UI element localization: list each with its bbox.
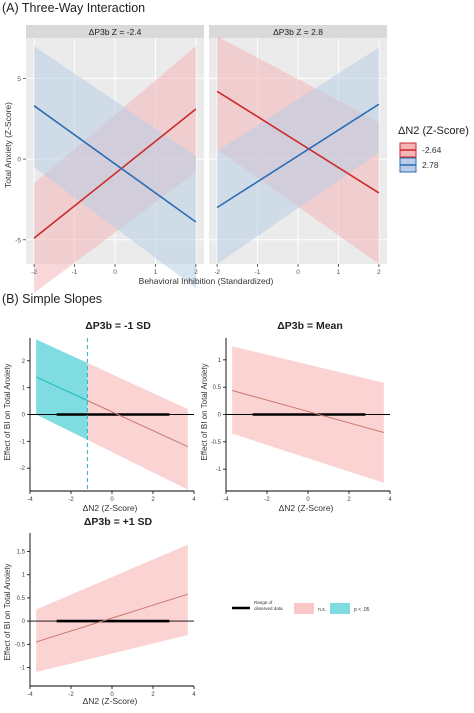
y-tick-label: 5	[17, 76, 21, 83]
x-tick-label: 4	[388, 497, 392, 503]
xlabel-low: ΔN2 (Z-Score)	[83, 503, 138, 513]
legend-label-blue: 2.78	[422, 160, 439, 170]
x-tick-label: 0	[306, 497, 310, 503]
y-tick-label: -1	[20, 439, 26, 445]
plot-title-mean: ΔP3b = Mean	[277, 320, 343, 332]
x-tick-label: -4	[223, 497, 229, 503]
series-line-blue	[33, 105, 197, 223]
x-tick-label: 0	[113, 269, 117, 276]
xlabel-mean: ΔN2 (Z-Score)	[279, 503, 334, 513]
y-tick-label: 0	[22, 413, 26, 419]
x-tick-label: 2	[377, 269, 381, 276]
ylabel-mean: Effect of BI on Total Anxiety	[200, 363, 209, 460]
simple-slope-low: -4 -2 0 2 4 -2 -1 0 1 2	[20, 338, 196, 503]
legend-title: ΔN2 (Z-Score)	[398, 125, 469, 137]
x-tick-label: -1	[72, 269, 78, 276]
facet-right: ΔP3b Z = 2.8 -2 -1 0 1 2	[209, 25, 387, 276]
facet-strip-label: ΔP3b Z = 2.8	[273, 27, 323, 37]
y-tick-label: -0.5	[211, 440, 222, 446]
y-tick-label: 0	[17, 157, 21, 164]
x-tick-label: 1	[337, 269, 341, 276]
slope-line-ns	[87, 400, 189, 448]
legend-range-text-2: observed data	[254, 606, 283, 611]
x-tick-label: 0	[110, 497, 114, 503]
x-tick-label: -4	[27, 692, 33, 698]
facet-strip-label: ΔP3b Z = -2.4	[89, 27, 142, 37]
y-tick-label: 1	[22, 386, 26, 392]
simple-slope-mean: -4 -2 0 2 4 -1 -0.5 0 0.5 1	[211, 338, 392, 503]
xlabel-high: ΔN2 (Z-Score)	[83, 696, 138, 706]
panel-b-heading: (B) Simple Slopes	[2, 292, 102, 306]
y-tick-label: -1	[20, 665, 26, 671]
y-tick-label: 0	[22, 619, 26, 625]
ci-band-ns	[87, 362, 188, 490]
legend-range-text: Range of	[254, 600, 273, 605]
legend-label-red: -2.64	[422, 145, 442, 155]
legend-sig-label: p < .05	[354, 607, 370, 613]
simple-slope-high: -4 -2 0 2 4 -1 -0.5 0 0.5 1 1.5	[15, 533, 196, 698]
panel-b-legend: Range of observed data n.s. p < .05	[232, 600, 370, 614]
y-tick-label: 0.5	[17, 596, 26, 602]
y-tick-label: 0	[218, 413, 222, 419]
plot-title-high: ΔP3b = +1 SD	[84, 516, 153, 528]
panel-a-legend: ΔN2 (Z-Score) -2.64 2.78	[398, 125, 469, 173]
x-tick-label: 4	[192, 497, 196, 503]
series-line-red	[216, 90, 380, 194]
panel-a-xlabel: Behavioral Inhibition (Standardized)	[139, 276, 274, 286]
facet-strip	[209, 25, 387, 38]
facet-strip	[26, 25, 204, 38]
y-tick-label: -5	[15, 237, 21, 244]
x-tick-label: 4	[192, 692, 196, 698]
facet-left: ΔP3b Z = -2.4 -2 -1 0 1 2 -5 0 5	[15, 25, 204, 294]
x-tick-label: -2	[264, 497, 270, 503]
y-tick-label: -0.5	[15, 642, 26, 648]
slope-line-ns	[232, 389, 384, 434]
ylabel-low: Effect of BI on Total Anxiety	[3, 363, 12, 460]
legend-ns-key	[294, 603, 314, 614]
slope-line-ns	[35, 593, 189, 643]
slope-line-significant	[35, 376, 88, 401]
series-line-red	[33, 108, 197, 239]
y-tick-label: 2	[22, 359, 26, 365]
x-tick-label: 0	[296, 269, 300, 276]
x-tick-label: 2	[151, 692, 155, 698]
ci-band-ns	[36, 544, 188, 673]
y-tick-label: 1.5	[17, 550, 26, 556]
x-tick-label: -2	[68, 497, 74, 503]
ylabel-high: Effect of BI on Total Anxiety	[3, 563, 12, 660]
x-tick-label: 0	[110, 692, 114, 698]
ci-band-blue	[34, 46, 196, 289]
x-tick-label: 2	[151, 497, 155, 503]
y-tick-label: 1	[22, 573, 26, 579]
series-line-blue	[216, 103, 380, 209]
legend-ns-label: n.s.	[318, 607, 326, 613]
x-tick-label: -2	[31, 269, 37, 276]
ci-band-significant	[36, 339, 88, 440]
x-tick-label: 2	[194, 269, 198, 276]
plot-title-low: ΔP3b = -1 SD	[85, 320, 151, 332]
x-tick-label: -2	[214, 269, 220, 276]
y-tick-label: 1	[218, 358, 222, 364]
x-tick-label: -1	[255, 269, 261, 276]
y-tick-label: -1	[216, 467, 222, 473]
y-tick-label: 0.5	[213, 385, 222, 391]
legend-sig-key	[330, 603, 350, 614]
x-tick-label: 2	[347, 497, 351, 503]
y-tick-label: -2	[20, 466, 26, 472]
panel-a-heading: (A) Three-Way Interaction	[2, 1, 145, 15]
legend-range-label: Range of observed data	[254, 600, 283, 611]
x-tick-label: 1	[154, 269, 158, 276]
x-tick-label: -4	[27, 497, 33, 503]
panel-a-ylabel: Total Anxiety (Z-Score)	[3, 102, 13, 188]
x-tick-label: -2	[68, 692, 74, 698]
